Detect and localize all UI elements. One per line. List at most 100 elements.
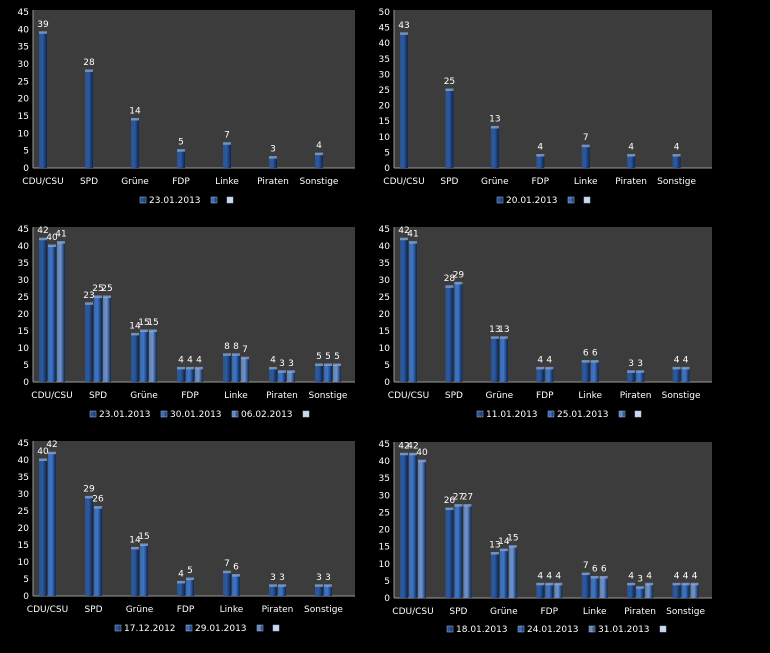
bar [536,155,545,168]
bar-top [278,584,286,587]
legend-marker [496,196,504,204]
bar-top [186,577,194,580]
bar-top [85,69,93,72]
bar-top [149,329,157,332]
bar [490,337,499,382]
data-label: 8 [224,342,230,352]
legend-marker [446,625,454,633]
bar [85,70,93,168]
y-tick-label: 30 [379,70,391,80]
data-label: 4 [187,355,193,365]
category-label: Grüne [490,607,518,617]
bar-top [39,31,47,34]
bar [454,505,463,598]
legend-marker [659,625,667,633]
data-label: 4 [683,355,689,365]
y-tick-label: 15 [18,541,29,551]
data-label: 4 [683,571,689,581]
bar [508,546,517,598]
bar-top [490,336,499,339]
bar [409,454,417,598]
category-label: Grüne [481,177,509,187]
data-label: 3 [279,573,285,583]
bar-top [287,370,295,373]
data-label: 3 [270,573,276,583]
bar-top [315,584,323,587]
plot-area [394,442,712,598]
bar-top [94,506,102,509]
bar-top [315,363,323,366]
data-label: 13 [489,114,500,124]
data-label: 42 [37,226,48,236]
data-label: 4 [674,355,680,365]
y-tick-label: 45 [379,24,390,34]
data-label: 6 [601,564,607,574]
plot-area [394,227,712,382]
y-tick-label: 5 [23,575,29,585]
bar-top [490,552,499,555]
data-label: 40 [416,448,428,458]
bar [324,365,332,382]
y-tick-label: 40 [18,242,30,252]
bar [48,453,56,596]
bar-top [463,504,472,507]
data-label: 4 [628,143,634,153]
bar-top [177,366,185,370]
legend-label: 23.01.2013 [99,410,151,420]
legend-marker [634,410,642,418]
legend-marker [139,196,147,204]
bar [94,507,102,596]
y-tick-label: 0 [23,592,29,602]
category-label: Piraten [620,391,652,401]
data-label: 6 [583,349,589,359]
data-label: 14 [129,535,141,545]
category-label: Linke [574,177,598,187]
y-tick-label: 5 [23,361,29,371]
bar [672,368,681,382]
data-label: 3 [325,573,331,583]
bar [499,337,508,382]
bar-top [269,584,277,587]
y-tick-label: 20 [18,524,30,534]
bar-top [599,575,608,579]
category-label: FDP [181,391,199,401]
category-label: Sonstige [309,391,348,401]
bar-top [48,451,56,455]
data-label: 14 [129,321,141,331]
data-label: 28 [83,58,95,68]
y-tick-label: 30 [379,491,391,501]
bar-top [554,582,563,586]
bar-top [490,125,499,129]
y-tick-label: 45 [379,440,390,450]
legend-marker [210,196,218,204]
plot-area [33,10,355,168]
y-tick-label: 20 [379,102,391,112]
bar [131,334,139,382]
legend-marker [618,410,626,418]
y-tick-label: 5 [384,577,390,587]
bar-top [590,575,599,579]
bar-top [536,582,545,586]
bar [590,361,599,382]
category-label: Grüne [121,177,149,187]
y-tick-label: 15 [379,543,390,553]
y-tick-label: 45 [18,225,29,235]
bar-top [57,241,65,244]
bar-top [499,548,508,552]
legend-marker [272,624,280,632]
data-label: 41 [55,230,66,240]
bar-top [636,586,645,589]
y-tick-label: 10 [379,344,391,354]
y-tick-label: 25 [18,507,29,517]
bar [140,545,148,596]
bar-top [94,295,102,298]
legend-label: 30.01.2013 [170,410,222,420]
bar [445,509,454,598]
y-tick-label: 35 [18,259,29,269]
bar-top [690,582,699,586]
data-label: 15 [147,318,158,328]
y-tick-label: 45 [18,8,29,18]
data-label: 28 [444,274,456,284]
y-tick-label: 0 [384,164,390,174]
